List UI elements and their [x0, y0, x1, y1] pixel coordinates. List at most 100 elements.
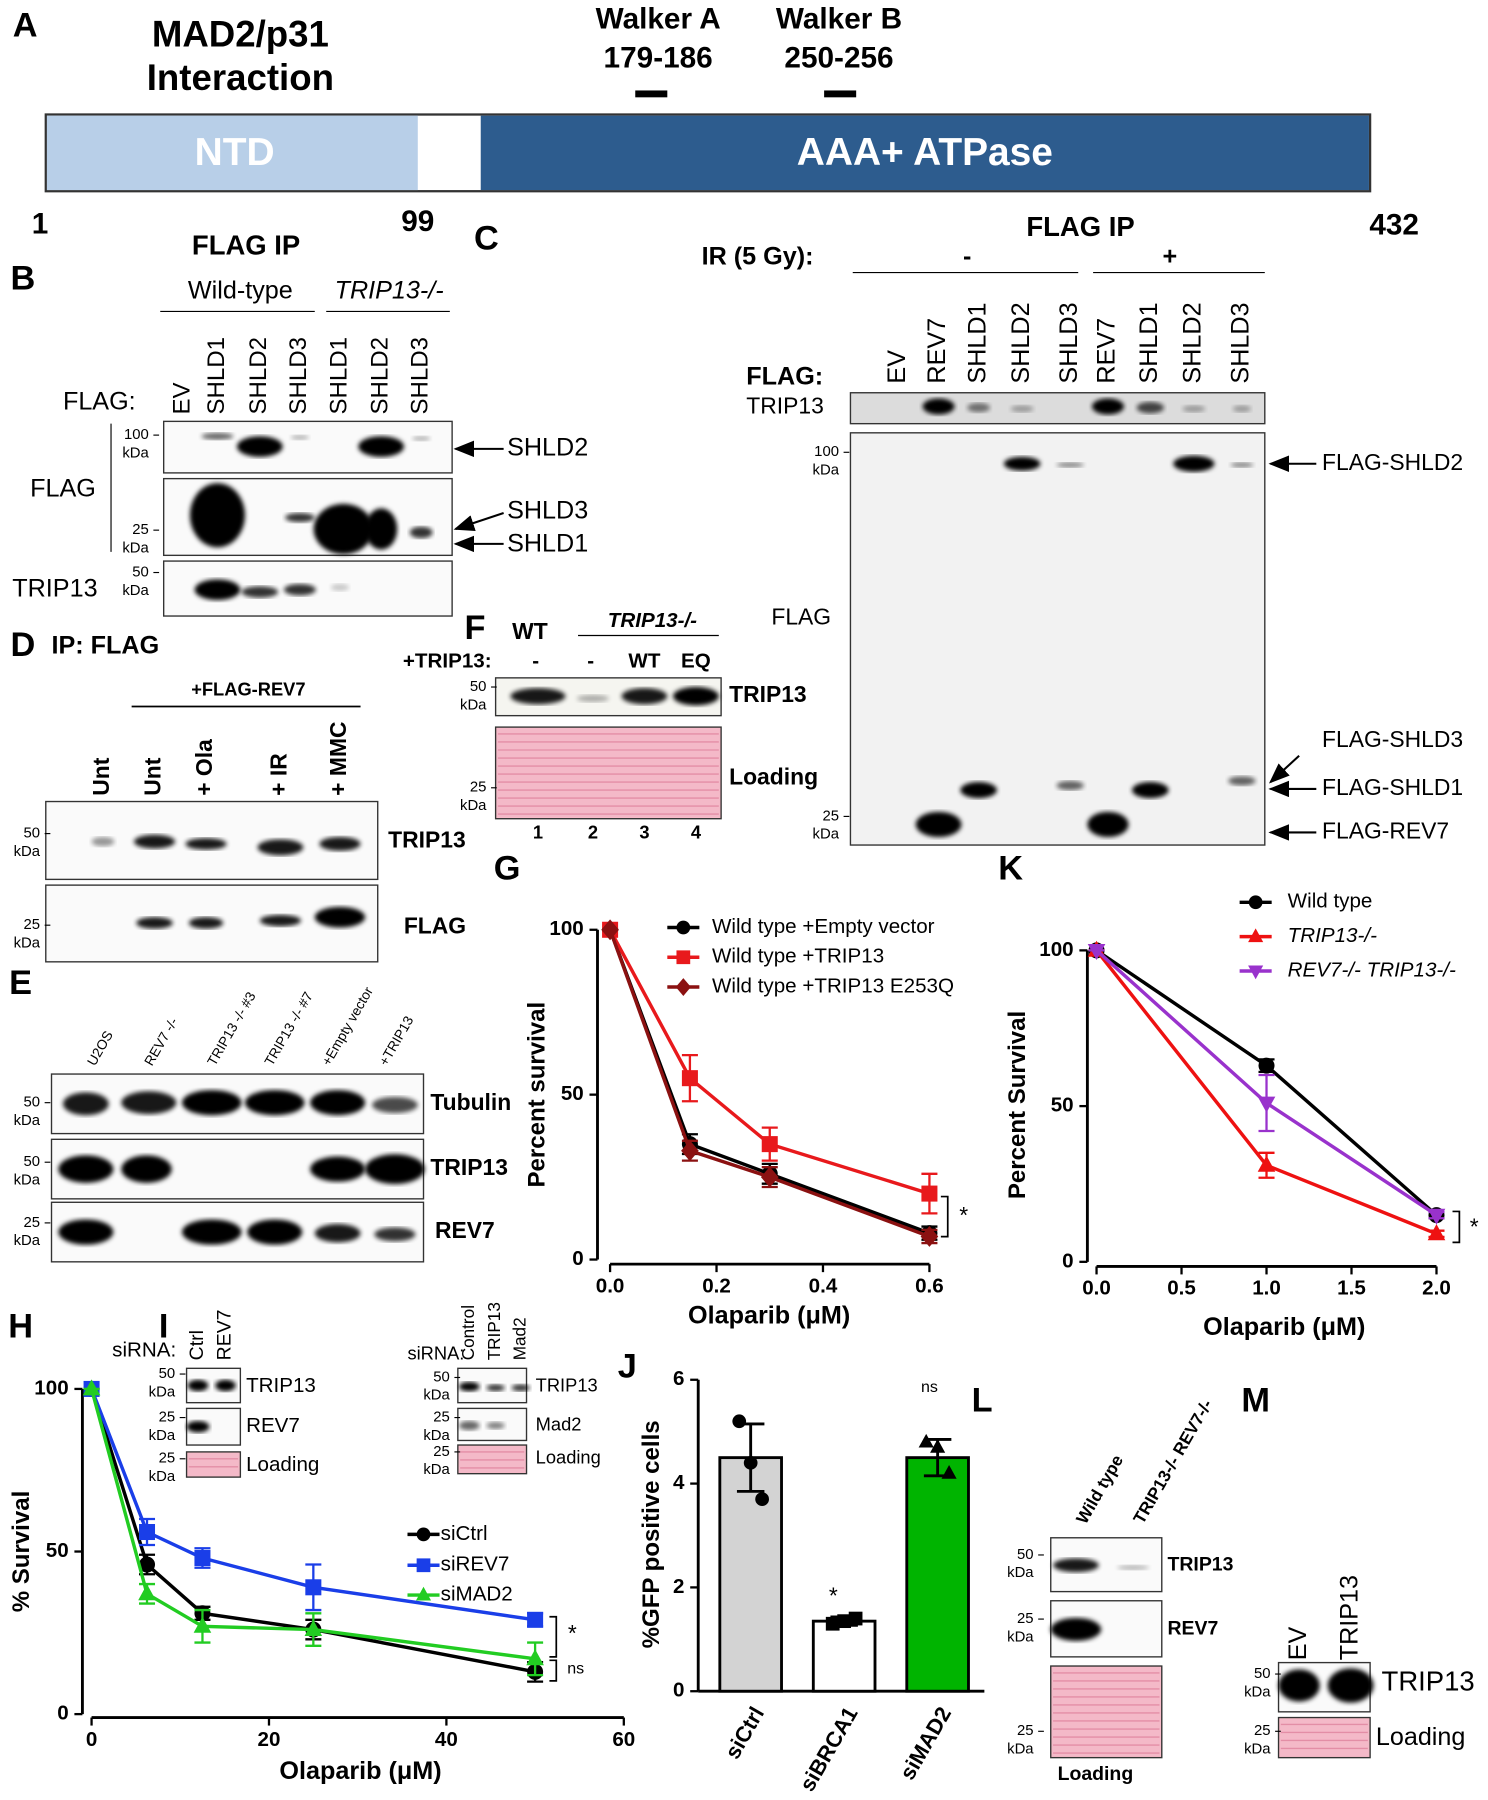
marker [1257, 1155, 1276, 1172]
lane-label: REV7 [923, 318, 951, 384]
groups: - [963, 242, 971, 270]
size-marker: 50 [1017, 1547, 1034, 1563]
size-marker: 25 [433, 1444, 450, 1460]
lane-label: SHLD2 [245, 337, 272, 414]
blots: Tubulin [430, 1089, 511, 1115]
blots: Loading [1376, 1723, 1466, 1751]
size-marker: 25 [822, 808, 839, 824]
walker-a: 179-186 [604, 41, 713, 74]
lane-label: Mad2 [509, 1317, 529, 1360]
blot-band [365, 508, 398, 550]
bar [811, 1619, 877, 1693]
x-tick-label: siBRCA1 [794, 1702, 862, 1795]
size-marker: 100 [124, 427, 149, 443]
lane-label: U2OS [84, 1028, 116, 1068]
legend-label: Wild type [1288, 890, 1373, 913]
panel-letter: H [8, 1307, 33, 1345]
marker [82, 1379, 101, 1396]
blots: REV7 [246, 1414, 300, 1437]
y-tick-label: 100 [34, 1376, 68, 1399]
blot-band [319, 837, 361, 851]
marker [1258, 1057, 1275, 1074]
blot-band [358, 436, 405, 457]
lane-label: SHLD3 [1055, 302, 1083, 383]
groups: TRIP13-/- [335, 277, 444, 305]
lane-label: SHLD2 [1007, 302, 1035, 383]
lane-label: + IR [265, 753, 291, 796]
blot-band [458, 1382, 480, 1392]
size-unit: kDa [1007, 1742, 1034, 1758]
legend-marker [675, 978, 691, 996]
marker [681, 1070, 698, 1087]
marker [304, 1619, 323, 1636]
y-tick-label: 2 [673, 1575, 684, 1598]
lane-label: SHLD3 [407, 337, 434, 414]
size-unit: kDa [14, 1233, 41, 1249]
y-tick-label: 0 [673, 1679, 684, 1702]
size-unit: kDa [149, 1469, 176, 1485]
lane-label: REV7 -/- [142, 1015, 181, 1068]
size-marker: 25 [24, 917, 41, 933]
lane-label: - [532, 649, 539, 672]
size-marker: 50 [159, 1366, 176, 1382]
annotation: * [829, 1582, 838, 1608]
residues: 99 [401, 205, 434, 238]
blots: Loading [536, 1447, 601, 1468]
lane-label: Ctrl [186, 1330, 208, 1360]
blot-band [136, 917, 173, 929]
panel-letter: F [465, 609, 486, 647]
size-marker: 50 [470, 679, 487, 695]
blot-band [1232, 405, 1252, 413]
marker [138, 1584, 156, 1601]
title: IP: FLAG [52, 632, 160, 660]
blot-band [58, 1219, 114, 1245]
x-tick-label: 1.0 [1252, 1277, 1281, 1300]
loading-stain [1051, 1667, 1161, 1757]
marker [1427, 1208, 1446, 1225]
blot-band [1136, 401, 1165, 414]
panel-letter: K [998, 849, 1023, 887]
x-tick-label: 40 [435, 1728, 458, 1751]
size-marker: 100 [814, 444, 839, 460]
walker-a-mark [635, 90, 668, 98]
legend-label: TRIP13-/- [1288, 924, 1377, 947]
y-axis-title: %GFP positive cells [638, 1420, 665, 1648]
blot-band [412, 436, 431, 441]
legend-marker [1248, 895, 1263, 910]
marker [825, 1616, 840, 1631]
panel-letter: D [10, 626, 35, 664]
lane-label: +Empty vector [319, 984, 376, 1068]
blot-band [1278, 1669, 1320, 1702]
size-unit: kDa [460, 697, 487, 713]
size-unit: kDa [423, 1388, 450, 1404]
size-marker: 25 [1017, 1611, 1034, 1627]
blot-band [310, 1156, 366, 1182]
x-tick-label: siMAD2 [895, 1702, 957, 1784]
lane-label: TRIP13 -/- #3 [205, 989, 259, 1068]
x-tick-label: 0 [86, 1728, 97, 1751]
row-header: siRNA: [407, 1342, 464, 1363]
size-marker: 25 [132, 522, 149, 538]
bands: FLAG-REV7 [1322, 817, 1449, 843]
bar [905, 1456, 970, 1693]
y-tick-label: 0 [1062, 1249, 1073, 1272]
blot-band [576, 695, 609, 702]
blot-band [1003, 456, 1041, 471]
size-marker: 50 [433, 1369, 450, 1385]
size-unit: kDa [460, 798, 487, 814]
annotation: ns [567, 1660, 584, 1678]
panel-letter: I [159, 1307, 169, 1345]
lane-header: FLAG: [63, 388, 136, 416]
x-tick-label: 60 [612, 1728, 635, 1751]
residues: 432 [1369, 209, 1419, 242]
blot-band [313, 503, 374, 555]
blots: TRIP13 [430, 1154, 508, 1180]
marker [138, 1524, 156, 1541]
blots: FLAG [404, 913, 466, 939]
blot-band [187, 1379, 209, 1392]
loading-stain [187, 1453, 240, 1476]
blot-band [374, 1227, 416, 1242]
size-unit: kDa [149, 1384, 176, 1400]
blot-band [283, 583, 316, 596]
y-tick-label: 0 [572, 1247, 583, 1270]
